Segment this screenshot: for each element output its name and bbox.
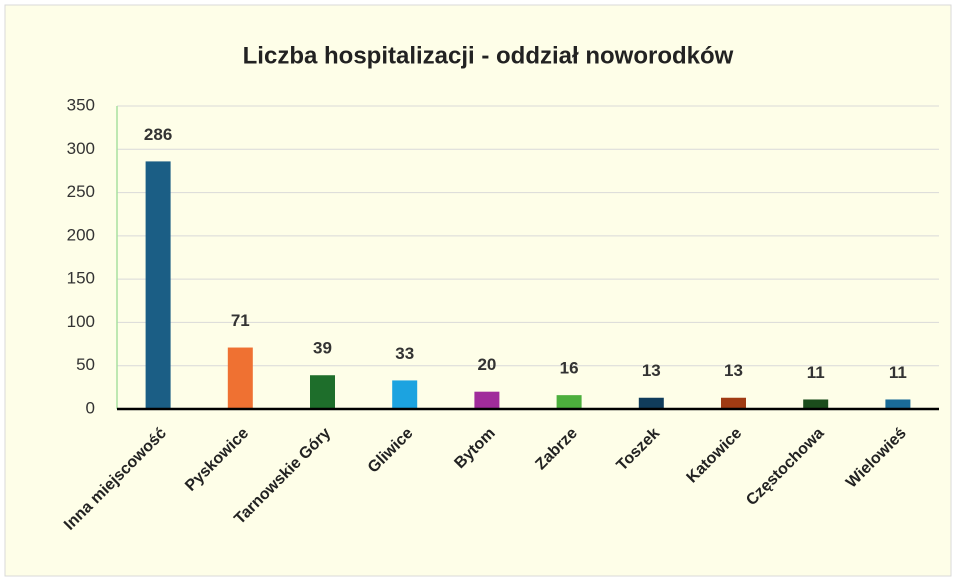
value-label: 20 <box>477 355 496 374</box>
value-label: 13 <box>642 361 661 380</box>
y-tick-label: 300 <box>67 139 95 158</box>
y-tick-label: 350 <box>67 95 95 114</box>
value-label: 16 <box>560 359 579 378</box>
bar <box>392 380 418 409</box>
value-label: 13 <box>724 361 743 380</box>
bar <box>227 347 253 409</box>
y-tick-label: 50 <box>76 355 95 374</box>
y-tick-label: 0 <box>86 398 95 417</box>
y-tick-label: 100 <box>67 312 95 331</box>
value-label: 11 <box>889 363 907 382</box>
y-tick-label: 150 <box>67 269 95 288</box>
value-label: 33 <box>395 344 414 363</box>
bar <box>145 161 171 409</box>
bar <box>803 399 829 409</box>
bar <box>721 397 746 409</box>
bar <box>474 391 500 409</box>
value-label: 71 <box>231 311 250 330</box>
chart-title: Liczba hospitalizacji - oddział noworodk… <box>243 42 734 69</box>
y-tick-label: 200 <box>67 225 95 244</box>
bar <box>310 375 335 409</box>
value-label: 286 <box>144 125 172 144</box>
value-label: 39 <box>313 339 332 358</box>
y-tick-label: 250 <box>67 182 95 201</box>
bar <box>885 399 911 409</box>
bar <box>556 395 582 409</box>
value-label: 11 <box>807 363 825 382</box>
bar <box>638 397 664 409</box>
